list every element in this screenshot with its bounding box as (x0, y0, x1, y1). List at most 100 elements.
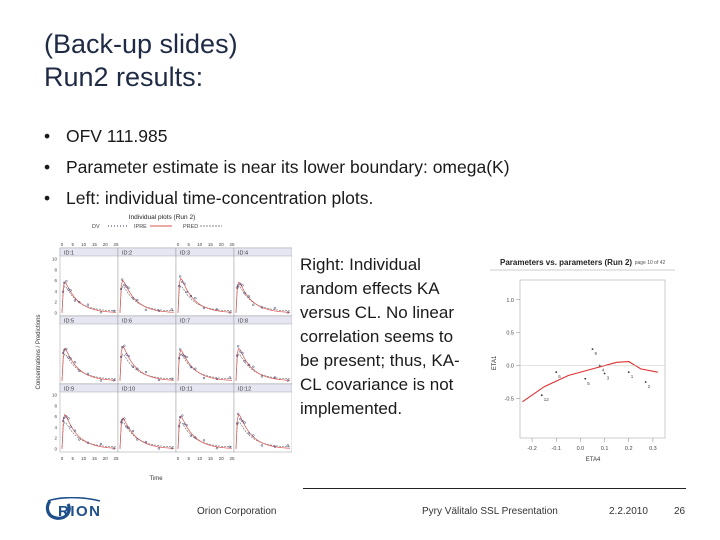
dv-point (125, 425, 128, 428)
dv-point (65, 280, 68, 283)
dv-point (144, 440, 148, 444)
dv-point (144, 370, 148, 374)
footer-company: Orion Corporation (197, 506, 277, 517)
dv-point (237, 345, 240, 348)
dv-point (273, 307, 277, 310)
dv-point (215, 308, 219, 311)
x-tick-label: 25 (229, 456, 235, 461)
dv-point (215, 377, 219, 381)
x-tick-label: 10 (81, 242, 87, 247)
y-tick-label: 4 (54, 289, 57, 294)
scatter-y-tick: 1.0 (506, 298, 514, 304)
x-tick-label: 0 (177, 456, 180, 461)
dv-point (119, 421, 123, 424)
dv-point (170, 447, 173, 450)
dv-point (235, 286, 239, 289)
dv-point (69, 357, 72, 360)
individual-panel: ID:8 (233, 315, 292, 385)
dv-point (63, 349, 66, 352)
dv-point (239, 350, 242, 353)
x-tick-label: 15 (208, 456, 214, 461)
scatter-point (555, 371, 558, 374)
dv-point (243, 421, 246, 424)
dv-point (215, 447, 219, 450)
x-tick-label: 5 (72, 242, 75, 247)
pred-line (235, 353, 291, 380)
scatter-point (603, 372, 606, 375)
y-tick-label: 10 (52, 257, 58, 262)
dv-point (241, 352, 244, 355)
individual-plots-figure: Individual plots (Run 2) DV IPRE PRED Co… (36, 214, 292, 482)
individual-plots-x-label: Time (149, 476, 163, 482)
panel-label: ID:7 (180, 318, 190, 324)
individual-panel: ID:12 (233, 383, 292, 453)
dv-point (252, 365, 255, 368)
pred-line (119, 285, 175, 312)
dv-point (237, 412, 240, 416)
scatter-y-label: ETA1 (492, 355, 498, 370)
scatter-y-tick: 0.0 (506, 364, 514, 370)
panel-label: ID:1 (64, 250, 74, 256)
dv-point (61, 351, 65, 355)
panel-label: ID:9 (64, 386, 74, 392)
dv-point (136, 367, 139, 370)
dv-point (73, 299, 77, 302)
dv-point (127, 286, 130, 290)
pred-line (177, 421, 233, 448)
panel-label: ID:3 (180, 250, 190, 256)
scatter-point-label: 5 (587, 381, 590, 386)
dv-point (125, 285, 128, 288)
dv-point (127, 354, 130, 358)
x-tick-label: 0 (177, 242, 180, 247)
dv-point (121, 346, 124, 349)
x-tick-label: 20 (219, 456, 225, 461)
dv-point (121, 278, 124, 281)
dv-point (247, 295, 251, 298)
dv-point (243, 360, 246, 363)
dv-point (127, 426, 130, 429)
y-tick-label: 6 (54, 414, 57, 419)
dv-point (177, 357, 181, 360)
dv-point (69, 425, 72, 428)
dv-point (99, 379, 103, 382)
scatter-point-label: 2 (648, 384, 651, 389)
x-tick-label: 5 (188, 242, 191, 247)
panel-label: ID:2 (122, 250, 132, 256)
panel-label: ID:5 (64, 318, 74, 324)
dv-point (183, 282, 186, 285)
dv-point (112, 309, 115, 313)
panel-label: ID:12 (238, 386, 251, 392)
dv-point (67, 288, 70, 291)
scatter-content: 1.00.50.0-0.5-0.2 -0.1 0.0 0.1 0.2 0.31269451… (505, 298, 665, 452)
dv-point (260, 444, 264, 447)
individual-panel: ID:11 (175, 383, 235, 453)
ipre-line (235, 347, 291, 382)
scatter-title: Parameters vs. parameters (Run 2) (500, 258, 632, 267)
dv-point (65, 347, 68, 351)
footer-author: Pyry Välitalo SSL Presentation (422, 506, 558, 517)
individual-plots-panels: ID:1 ID:2 ID:3 ID:4 ID:5 ID:6 ID:7 ID:8 ID:9 ID:1… (52, 242, 292, 461)
scatter-x-tick: -0.1 (552, 446, 561, 452)
x-tick-label: 15 (92, 242, 98, 247)
panel-label: ID:10 (122, 386, 135, 392)
dv-point (78, 438, 81, 441)
dv-point (202, 439, 206, 442)
dv-point (73, 361, 77, 364)
dv-point (73, 429, 77, 432)
dv-point (286, 444, 289, 447)
right-note: Right: Individual random effects KA vers… (300, 255, 460, 418)
scatter-point-label: 12 (544, 397, 550, 402)
dv-point (123, 344, 126, 347)
individual-panel: ID:2 (117, 247, 177, 317)
individual-panel: ID:5 (59, 315, 119, 385)
bullet-item: • Parameter estimate is near its lower bo… (44, 155, 510, 186)
dv-point (241, 419, 244, 423)
scatter-point-label: 6 (558, 374, 561, 379)
dv-point (286, 379, 289, 382)
dv-point (273, 376, 277, 379)
orion-logo: RION (45, 497, 101, 520)
x-tick-label: 15 (208, 242, 214, 247)
dv-point (157, 378, 161, 382)
y-tick-label: 2 (54, 300, 57, 305)
dv-point (202, 376, 206, 380)
